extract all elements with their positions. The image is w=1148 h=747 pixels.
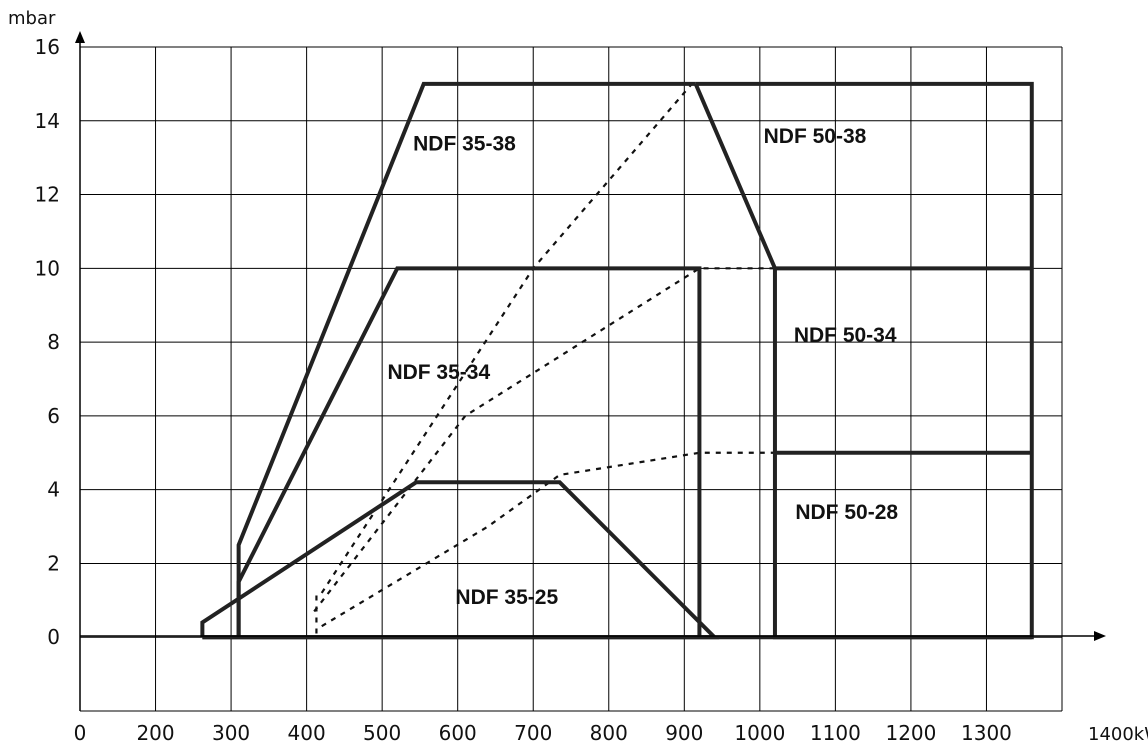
dotted-curves [313,83,775,634]
x-tick-label: 600 [439,721,477,745]
region-boundary-ndf-35-34 [236,266,702,638]
y-tick-label: 2 [47,551,60,575]
region-boundaries [200,81,1034,640]
region-labels: NDF 35-38 NDF 35-34 NDF 35-25 NDF 50-38 NDF … [387,125,898,609]
y-axis-arrow [75,31,85,43]
y-unit-label: mbar [8,8,56,29]
x-tick-label: 300 [212,721,250,745]
y-tick-label: 16 [35,35,60,59]
y-tick-label: 12 [35,183,60,207]
region-label-ndf-35-34: NDF 35-34 [387,361,490,384]
region-label-ndf-50-28: NDF 50-28 [795,501,898,524]
x-tick-label: 400 [288,721,326,745]
x-tick-label: 900 [665,721,703,745]
x-tick-label: 700 [514,721,552,745]
region-label-ndf-50-34: NDF 50-34 [794,324,897,347]
region-boundary-ndf-50-38 [693,81,1034,640]
x-tick-label: 1200 [885,721,936,745]
x-tick-label: 500 [363,721,401,745]
y-tick-label: 4 [47,478,60,502]
y-tick-label: 0 [47,625,60,649]
x-unit-label: 1400kW [1088,724,1148,745]
tick-labels: 0 200 300 400 500 600 700 800 900 1000 1100 1200 130… [35,35,1012,745]
region-label-ndf-50-38: NDF 50-38 [764,125,867,148]
y-tick-label: 14 [35,109,60,133]
x-tick-label: 1100 [810,721,861,745]
x-tick-label: 800 [590,721,628,745]
region-label-ndf-35-25: NDF 35-25 [455,586,558,609]
y-tick-label: 10 [35,256,60,280]
y-tick-label: 8 [47,330,60,354]
x-tick-label: 200 [136,721,174,745]
axes [75,31,1106,711]
x-tick-label: 0 [74,721,87,745]
x-axis-arrow [1094,631,1106,641]
x-tick-label: 1000 [734,721,785,745]
grid [80,46,1063,712]
x-tick-label: 1300 [961,721,1012,745]
dotted-curve [320,83,693,594]
dotted-curve [313,267,775,613]
y-tick-label: 6 [47,404,60,428]
region-label-ndf-35-38: NDF 35-38 [413,132,516,155]
